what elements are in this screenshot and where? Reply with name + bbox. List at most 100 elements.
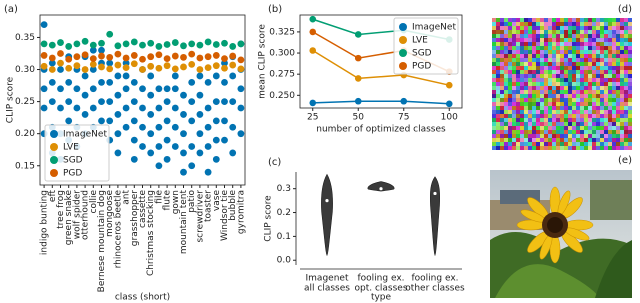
noise-pixel: [544, 30, 548, 34]
noise-pixel: [544, 18, 548, 22]
noise-pixel: [552, 86, 556, 90]
noise-pixel: [508, 98, 512, 102]
x-tick-label: otterhound: [81, 190, 91, 240]
noise-pixel: [600, 126, 604, 130]
noise-pixel: [512, 58, 516, 62]
noise-pixel: [560, 62, 564, 66]
point: [155, 123, 163, 131]
noise-pixel: [620, 42, 624, 46]
noise-pixel: [540, 94, 544, 98]
noise-pixel: [588, 54, 592, 58]
noise-pixel: [508, 114, 512, 118]
noise-pixel: [600, 50, 604, 54]
point: [114, 130, 122, 138]
noise-pixel: [616, 122, 620, 126]
noise-pixel: [508, 62, 512, 66]
noise-pixel: [536, 146, 540, 150]
noise-pixel: [620, 26, 624, 30]
noise-pixel: [568, 114, 572, 118]
noise-pixel: [548, 70, 552, 74]
noise-pixel: [504, 110, 508, 114]
noise-pixel: [532, 50, 536, 54]
noise-pixel: [592, 70, 596, 74]
noise-pixel: [540, 134, 544, 138]
noise-pixel: [612, 46, 616, 50]
noise-pixel: [536, 22, 540, 26]
noise-pixel: [520, 110, 524, 114]
point: [147, 62, 155, 70]
noise-pixel: [600, 102, 604, 106]
point: [57, 85, 64, 93]
point: [204, 143, 212, 150]
noise-pixel: [600, 134, 604, 138]
noise-pixel: [612, 98, 616, 102]
noise-pixel: [620, 98, 624, 102]
legend-marker: [50, 169, 58, 177]
noise-pixel: [628, 122, 632, 126]
noise-pixel: [572, 30, 576, 34]
noise-pixel: [608, 134, 612, 138]
point: [147, 91, 155, 99]
noise-pixel: [556, 94, 560, 98]
noise-pixel: [504, 146, 508, 150]
noise-pixel: [508, 70, 512, 74]
noise-pixel: [556, 134, 560, 138]
noise-pixel: [512, 22, 516, 26]
noise-pixel: [616, 142, 620, 146]
point: [163, 136, 171, 144]
x-tick-label: opt. classes: [354, 284, 407, 294]
noise-pixel: [532, 66, 536, 70]
noise-pixel: [568, 126, 572, 130]
noise-pixel: [504, 114, 508, 118]
noise-pixel: [620, 74, 624, 78]
noise-pixel: [544, 62, 548, 66]
noise-pixel: [616, 146, 620, 150]
noise-pixel: [624, 62, 628, 66]
noise-pixel: [576, 34, 580, 38]
noise-pixel: [552, 54, 556, 58]
noise-pixel: [628, 86, 632, 90]
noise-pixel: [508, 146, 512, 150]
noise-pixel: [524, 138, 528, 142]
noise-pixel: [572, 130, 576, 134]
noise-pixel: [576, 38, 580, 42]
point: [196, 72, 204, 80]
noise-pixel: [544, 130, 548, 134]
noise-pixel: [504, 138, 508, 142]
noise-pixel: [504, 54, 508, 58]
noise-pixel: [500, 30, 504, 34]
noise-pixel: [588, 50, 592, 54]
legend-marker: [399, 36, 407, 44]
noise-pixel: [496, 138, 500, 142]
noise-pixel: [576, 58, 580, 62]
noise-pixel: [552, 98, 556, 102]
noise-pixel: [544, 146, 548, 150]
noise-pixel: [552, 134, 556, 138]
noise-pixel: [504, 86, 508, 90]
point: [237, 130, 245, 138]
noise-pixel: [540, 62, 544, 66]
noise-pixel: [528, 102, 532, 106]
point: [196, 41, 204, 49]
noise-pixel: [612, 30, 616, 34]
noise-pixel: [512, 106, 516, 110]
noise-pixel: [496, 34, 500, 38]
noise-pixel: [584, 134, 588, 138]
point: [400, 97, 408, 105]
point: [188, 50, 196, 58]
noise-pixel: [584, 34, 588, 38]
noise-pixel: [560, 70, 564, 74]
noise-pixel: [628, 18, 632, 22]
noise-pixel: [608, 18, 612, 22]
noise-image: [492, 18, 632, 150]
noise-pixel: [580, 130, 584, 134]
noise-pixel: [588, 134, 592, 138]
noise-pixel: [616, 70, 620, 74]
point: [106, 65, 114, 73]
noise-pixel: [496, 130, 500, 134]
point: [354, 75, 362, 82]
noise-pixel: [624, 146, 628, 150]
noise-pixel: [500, 38, 504, 42]
noise-pixel: [612, 82, 616, 86]
noise-pixel: [504, 34, 508, 38]
